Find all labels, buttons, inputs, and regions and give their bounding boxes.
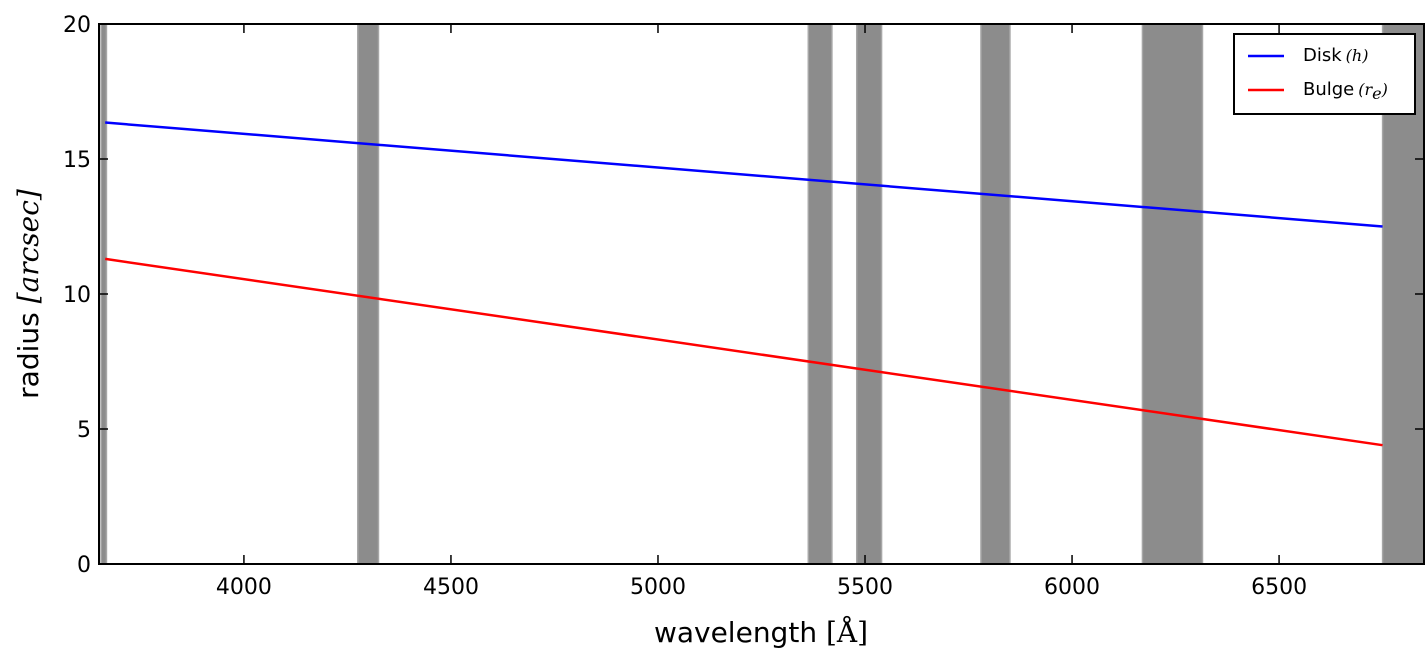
x-tick-label-4500: 4500 <box>423 575 479 600</box>
x-axis-unit: [Å] <box>826 616 868 649</box>
legend-box <box>1233 33 1416 115</box>
y-tick-label-10: 10 <box>63 283 91 308</box>
masked-region-5 <box>1141 24 1204 564</box>
x-axis-label-text: wavelength <box>654 616 817 649</box>
x-tick-label-4000: 4000 <box>216 575 272 600</box>
masked-region-1 <box>357 24 380 564</box>
y-axis-unit: [arcsec] <box>12 189 45 303</box>
x-tick-label-5000: 5000 <box>630 575 686 600</box>
masked-region-2 <box>807 24 833 564</box>
legend-bulge-math: (r <box>1358 80 1373 99</box>
series-lines <box>105 121 1383 447</box>
masked-region-4 <box>980 24 1011 564</box>
axis-ticks <box>99 23 1424 565</box>
legend-disk-math: (h) <box>1346 46 1369 65</box>
legend: Disk (h) Bulge (re) <box>1233 33 1416 115</box>
legend-label-bulge: Bulge (re) <box>1303 79 1388 103</box>
legend-disk-name: Disk <box>1303 45 1342 66</box>
x-tick-label-6000: 6000 <box>1044 575 1100 600</box>
y-tick-labels: 0 5 10 15 20 <box>63 13 91 578</box>
y-tick-label-5: 5 <box>77 418 91 443</box>
y-tick-label-0: 0 <box>77 553 91 578</box>
y-tick-label-15: 15 <box>63 148 91 173</box>
plot-frame <box>98 23 1425 565</box>
series-line-disk <box>105 121 1383 228</box>
y-axis-label: radius [arcsec] <box>12 189 45 399</box>
y-axis-label-text: radius <box>12 312 45 399</box>
y-tick-label-20: 20 <box>63 13 91 38</box>
x-tick-label-6500: 6500 <box>1251 575 1307 600</box>
masked-region-3 <box>855 24 883 564</box>
x-tick-label-5500: 5500 <box>837 575 893 600</box>
series-line-bulge <box>105 257 1383 447</box>
legend-bulge-name: Bulge <box>1303 79 1354 100</box>
x-axis-label: wavelength [Å] <box>654 616 868 649</box>
x-tick-labels: 4000 4500 5000 5500 6000 6500 <box>216 575 1307 600</box>
masked-regions <box>100 24 1424 564</box>
legend-label-disk: Disk (h) <box>1303 45 1368 66</box>
legend-bulge-close: ) <box>1381 80 1388 99</box>
legend-bulge-sub: e <box>1372 84 1381 103</box>
